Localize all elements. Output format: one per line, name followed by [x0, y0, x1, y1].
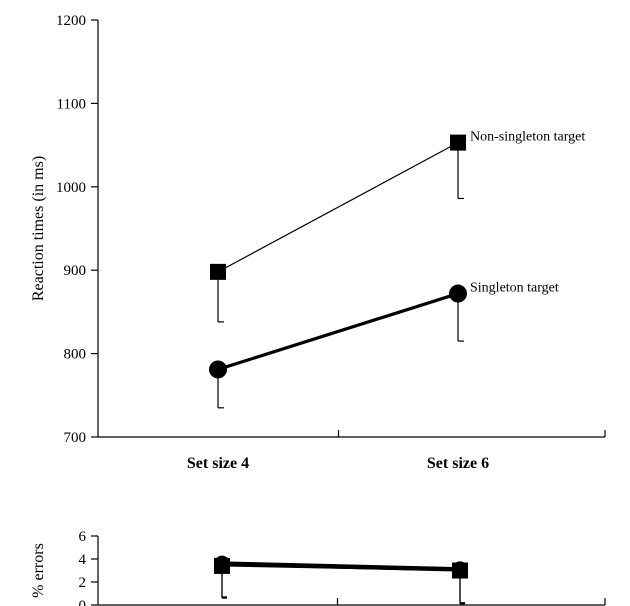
x-category-label: Set size 6: [427, 455, 489, 472]
error-rate-chart: 0 2 4 6 % errors: [30, 529, 606, 606]
series-line: [221, 561, 461, 572]
y-tick-label: 700: [64, 430, 87, 446]
x-category-label: Set size 4: [187, 455, 249, 472]
y-axis-title: % errors: [30, 543, 47, 598]
series-label: Non-singleton target: [470, 130, 585, 145]
y-tick-label: 800: [64, 347, 87, 363]
data-point-square: [450, 134, 466, 151]
y-tick-label: 0: [79, 598, 87, 606]
y-tick-label: 1100: [57, 96, 86, 112]
y-tick-label: 4: [79, 552, 87, 568]
data-point-square: [452, 562, 468, 579]
series-line: [221, 565, 461, 572]
series-label: Singleton target: [470, 281, 559, 296]
y-tick-label: 900: [64, 263, 87, 279]
y-axis-title: Reaction times (in ms): [30, 156, 47, 301]
y-tick-label: 6: [79, 529, 87, 545]
y-tick-label: 2: [79, 575, 87, 591]
data-point-square: [210, 263, 226, 280]
data-point-square: [214, 557, 230, 574]
y-tick-label: 1200: [56, 13, 86, 29]
reaction-time-chart: 700 800 900 1000 1100 1200 Reaction times (in …: [30, 13, 606, 472]
series-line: [217, 292, 459, 371]
data-point-circle: [449, 284, 467, 303]
series-line: [217, 142, 459, 273]
data-point-circle: [209, 360, 227, 379]
y-tick-label: 1000: [56, 180, 86, 196]
